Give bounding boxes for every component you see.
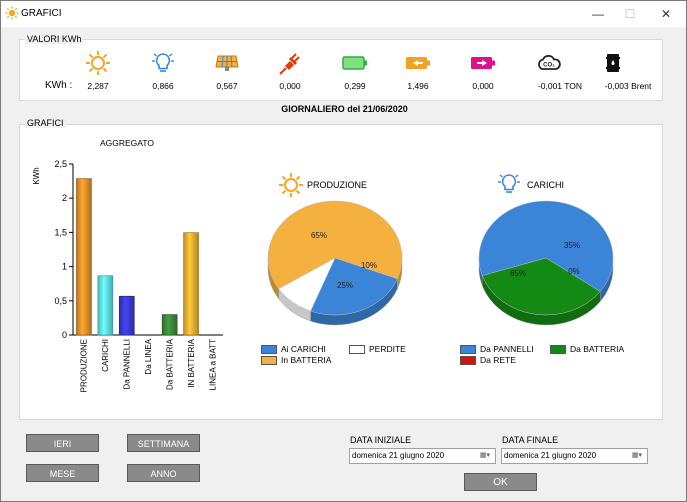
x-tick-label: CARICHI (101, 339, 110, 372)
y-tick-label: 0 (62, 330, 67, 340)
sun-icon (86, 51, 110, 75)
title-bar: GRAFICI — ☐ ✕ (1, 1, 686, 27)
anno-button[interactable]: ANNO (127, 464, 200, 482)
pie-slice (481, 257, 601, 316)
lightbulb-icon (152, 53, 174, 72)
y-tick-label: 1 (62, 262, 67, 272)
legend-label: PERDITE (369, 344, 406, 354)
minimize-button[interactable]: — (592, 7, 604, 21)
legend-label: In BATTERIA (281, 355, 332, 365)
solar-panel-icon (215, 55, 239, 71)
brent-value: -0,003 Brent (604, 81, 652, 91)
daily-title: GIORNALIERO del 21/06/2020 (281, 104, 408, 114)
calendar-dropdown-icon[interactable]: ▦▾ (631, 452, 643, 459)
y-tick-label: 1,5 (54, 227, 67, 237)
aggregato-bar-chart: AGGREGATO KWh 0 0,5 1 1,5 2 2,5 PRODUZIONE CAR… (32, 138, 223, 392)
batteria-value: 0,299 (344, 81, 366, 91)
produzione-pie-chart: 25% 10% 65% (267, 200, 403, 326)
data-finale-picker[interactable]: domenica 21 giugno 2020 ▦▾ (501, 448, 648, 464)
legend-label: Da RETE (480, 355, 516, 365)
lightbulb-icon (498, 174, 520, 193)
data-iniziale-value: domenica 21 giugno 2020 (352, 451, 445, 460)
legend-label: Ai CARICHI (281, 344, 326, 354)
out-batteria-value: 0,000 (472, 81, 494, 91)
data-iniziale-label: DATA INIZIALE (350, 435, 412, 445)
data-iniziale-picker[interactable]: domenica 21 giugno 2020 ▦▾ (349, 448, 496, 464)
svg-text:CO₂: CO₂ (543, 63, 555, 69)
legend-swatch (550, 345, 566, 354)
oil-barrel-icon (606, 54, 620, 72)
legend-label: Da BATTERIA (570, 344, 625, 354)
pie-value-label: 10% (361, 261, 377, 270)
calendar-dropdown-icon[interactable]: ▦▾ (479, 452, 491, 459)
y-tick-label: 0,5 (54, 296, 67, 306)
produzione-value: 2,287 (87, 81, 109, 91)
legend-swatch (261, 345, 277, 354)
valori-group-label: VALORI KWh (25, 34, 84, 44)
linea-value: 0,000 (279, 81, 301, 91)
data-finale-value: domenica 21 giugno 2020 (504, 451, 597, 460)
valori-kwh-group (19, 39, 663, 101)
battery-charge-out-icon (471, 57, 495, 69)
pie-value-label: 65% (510, 269, 526, 278)
battery-charge-in-icon (406, 57, 430, 69)
y-tick-label: 2 (62, 193, 67, 203)
legend-label: Da PANNELLI (480, 344, 534, 354)
pannelli-value: 0,567 (216, 81, 238, 91)
carichi-pie-chart: 65% 35% 0% (478, 200, 614, 326)
bar (161, 314, 178, 336)
legend-swatch (460, 356, 476, 365)
pie-produzione-title: PRODUZIONE (307, 180, 368, 190)
bar (118, 295, 135, 336)
x-tick-label: IN BATTERIA (187, 338, 196, 387)
co2-cloud-icon: CO₂ (538, 55, 561, 70)
grafici-group-label: GRAFICI (25, 118, 66, 128)
bar-chart-title: AGGREGATO (100, 138, 154, 148)
carichi-value: 0,866 (152, 81, 174, 91)
legend-swatch (261, 356, 277, 365)
co2-value: -0,001 TON (537, 81, 583, 91)
mese-button[interactable]: MESE (26, 464, 99, 482)
pie-carichi-title: CARICHI (527, 180, 565, 190)
pie-slice (267, 200, 403, 290)
pie-value-label: 35% (564, 241, 580, 250)
x-tick-label: Da LINEA (144, 338, 153, 374)
in-batteria-value: 1,496 (407, 81, 429, 91)
kwh-unit-label: KWh : (45, 80, 73, 91)
legend-swatch (460, 345, 476, 354)
window-title: GRAFICI (21, 8, 62, 19)
battery-green-icon (342, 56, 367, 70)
pie-slice (478, 200, 614, 292)
pie-slice (310, 257, 398, 316)
legend-swatch (349, 345, 365, 354)
ieri-button[interactable]: IERI (26, 434, 99, 452)
x-tick-label: LINEA a BATT (208, 339, 217, 391)
ok-button[interactable]: OK (464, 473, 537, 491)
bar (183, 232, 199, 336)
bar (76, 178, 92, 336)
x-tick-label: PRODUZIONE (80, 339, 89, 392)
y-tick-label: 2,5 (54, 159, 67, 169)
settimana-button[interactable]: SETTIMANA (127, 434, 200, 452)
x-tick-label: Da PANNELLI (123, 339, 132, 390)
bar (97, 275, 114, 336)
sun-icon (5, 6, 19, 20)
pie-value-label: 0% (568, 267, 580, 276)
sun-icon (279, 173, 303, 197)
plug-icon (279, 53, 300, 75)
x-tick-label: Da BATTERIA (165, 338, 174, 390)
close-button[interactable]: ✕ (660, 7, 672, 21)
pie-value-label: 25% (337, 281, 353, 290)
maximize-button[interactable]: ☐ (624, 7, 636, 21)
bar-chart-ylabel: KWh (32, 167, 41, 184)
data-finale-label: DATA FINALE (502, 435, 559, 445)
pie-value-label: 65% (311, 231, 327, 240)
